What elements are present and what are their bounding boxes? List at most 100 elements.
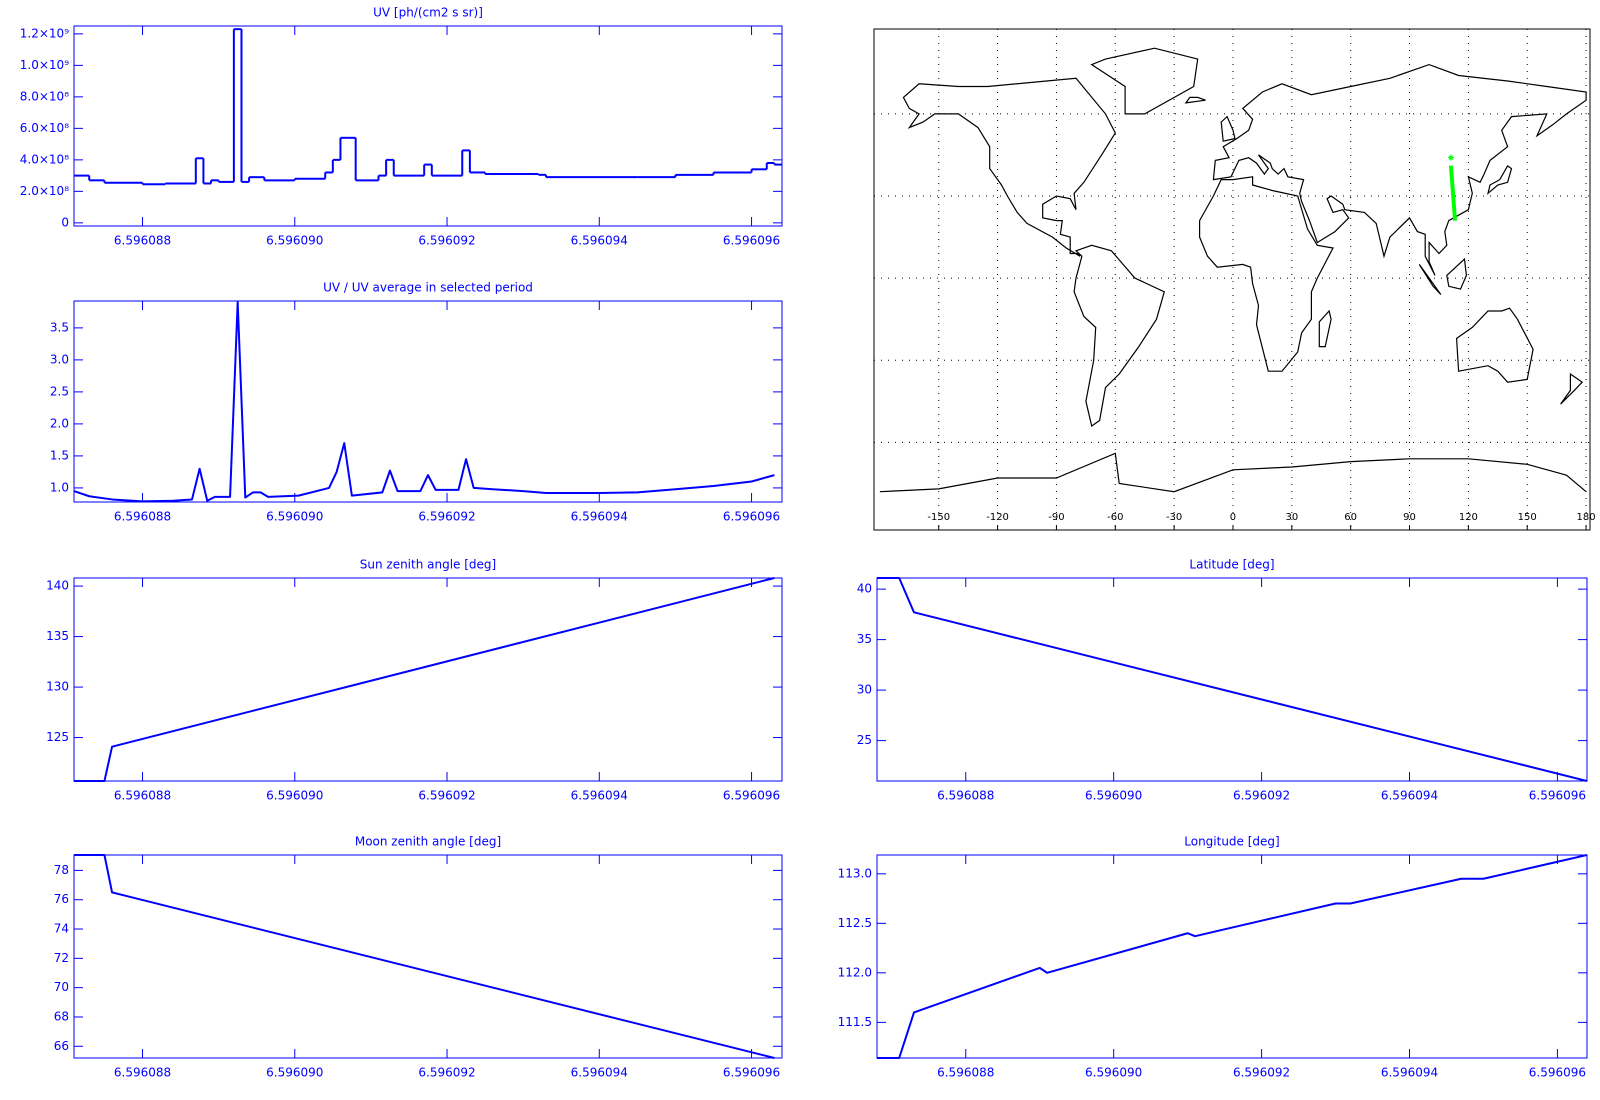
plot-frame	[876, 577, 1588, 782]
data-line	[877, 854, 1587, 1059]
coastline	[1090, 47, 1199, 115]
y-tick-label: 40	[857, 582, 872, 596]
line-chart: Sun zenith angle [deg] 6.596088 6.596090 6.…	[46, 558, 783, 803]
y-tick-label: 113.0	[838, 866, 872, 880]
coastline	[1455, 307, 1534, 383]
map-x-tick-label: 60	[1344, 512, 1357, 523]
x-tick-label: 6.596092	[418, 789, 475, 803]
x-tick-label: 6.596092	[418, 234, 475, 248]
x-tick-label: 6.596090	[1085, 1066, 1142, 1080]
world-map: -150 -120 -90 -60 -30 0 30 60 90 120 150 180	[873, 28, 1596, 531]
data-line	[74, 577, 775, 782]
y-tick-label: 4.0×10⁸	[20, 152, 69, 166]
y-tick-label: 35	[857, 632, 872, 646]
line-chart: Latitude [deg] 6.596088 6.596090 6.596092 6.…	[857, 558, 1588, 803]
coastline	[1220, 115, 1236, 142]
x-tick-label: 6.596090	[266, 510, 323, 524]
map-x-tick-label: -60	[1107, 512, 1123, 523]
x-tick-label: 6.596096	[723, 234, 780, 248]
plot-frame	[73, 577, 783, 782]
y-tick-label: 0	[61, 215, 69, 229]
line-chart: Longitude [deg] 6.596088 6.596090 6.596092 6…	[838, 835, 1588, 1080]
line-chart: Moon zenith angle [deg] 6.596088 6.596090 6…	[54, 835, 783, 1080]
map-x-tick-label: -30	[1166, 512, 1182, 523]
map-x-tick-label: 180	[1577, 512, 1596, 523]
map-x-tick-label: 90	[1403, 512, 1416, 523]
map-x-tick-label: -150	[927, 512, 950, 523]
y-tick-label: 1.0×10⁹	[20, 58, 69, 72]
y-tick-label: 1.0	[50, 480, 69, 494]
line-chart: UV / UV average in selected period 6.5960…	[50, 281, 783, 524]
x-tick-label: 6.596088	[114, 789, 171, 803]
y-tick-label: 72	[54, 951, 69, 965]
y-tick-label: 76	[54, 892, 69, 906]
y-tick-label: 112.5	[838, 916, 872, 930]
x-tick-label: 6.596088	[114, 234, 171, 248]
x-tick-label: 6.596092	[418, 510, 475, 524]
x-tick-label: 6.596088	[937, 789, 994, 803]
coastline	[1212, 63, 1587, 276]
x-tick-label: 6.596094	[571, 1066, 628, 1080]
map-x-tick-label: 150	[1518, 512, 1537, 523]
x-tick-label: 6.596094	[1381, 1066, 1438, 1080]
x-tick-label: 6.596094	[1381, 789, 1438, 803]
x-tick-label: 6.596096	[723, 510, 780, 524]
satellite-track	[1448, 165, 1458, 221]
y-tick-label: 1.5	[50, 448, 69, 462]
y-tick-label: 1.2×10⁹	[20, 26, 69, 40]
x-tick-label: 6.596094	[571, 789, 628, 803]
coastline	[1486, 165, 1513, 195]
y-tick-label: 6.0×10⁸	[20, 121, 69, 135]
x-tick-label: 6.596092	[418, 1066, 475, 1080]
chart-title: Longitude [deg]	[1184, 835, 1279, 849]
chart-title: Sun zenith angle [deg]	[360, 558, 496, 572]
x-tick-label: 6.596090	[266, 1066, 323, 1080]
x-tick-label: 6.596096	[1529, 789, 1586, 803]
track-start	[1447, 154, 1454, 161]
x-tick-label: 6.596094	[571, 510, 628, 524]
x-tick-label: 6.596088	[114, 1066, 171, 1080]
y-tick-label: 111.5	[838, 1015, 872, 1029]
coastline	[879, 452, 1587, 493]
plot-frame	[73, 854, 783, 1059]
y-tick-label: 112.0	[838, 965, 872, 979]
y-tick-label: 2.0	[50, 416, 69, 430]
chart-title: Moon zenith angle [deg]	[355, 835, 501, 849]
chart-title: UV [ph/(cm2 s sr)]	[373, 6, 483, 20]
coastline	[1198, 176, 1334, 372]
y-tick-label: 70	[54, 980, 69, 994]
y-tick-label: 130	[46, 680, 69, 694]
coastline	[1318, 309, 1332, 348]
y-tick-label: 25	[857, 733, 872, 747]
x-tick-label: 6.596090	[1085, 789, 1142, 803]
map-x-tick-label: 120	[1459, 512, 1478, 523]
x-tick-label: 6.596096	[723, 1066, 780, 1080]
x-tick-label: 6.596094	[571, 234, 628, 248]
y-tick-label: 2.0×10⁸	[20, 184, 69, 198]
track-start-stroke	[1448, 155, 1454, 160]
y-tick-label: 8.0×10⁸	[20, 89, 69, 103]
y-tick-label: 3.0	[50, 352, 69, 366]
data-line	[877, 577, 1587, 782]
data-line	[74, 301, 775, 503]
map-frame	[873, 28, 1591, 531]
x-tick-label: 6.596092	[1233, 789, 1290, 803]
y-tick-label: 140	[46, 579, 69, 593]
map-x-tick-label: 30	[1285, 512, 1298, 523]
y-tick-label: 74	[54, 922, 69, 936]
x-tick-label: 6.596096	[1529, 1066, 1586, 1080]
plot-frame	[73, 300, 783, 503]
map-x-tick-label: -90	[1048, 512, 1064, 523]
coastline	[1184, 96, 1206, 104]
y-tick-label: 30	[857, 683, 872, 697]
data-line	[74, 854, 775, 1059]
x-tick-label: 6.596088	[937, 1066, 994, 1080]
y-tick-label: 78	[54, 863, 69, 877]
map-x-tick-label: 0	[1230, 512, 1236, 523]
x-tick-label: 6.596096	[723, 789, 780, 803]
x-tick-label: 6.596088	[114, 510, 171, 524]
x-tick-label: 6.596090	[266, 789, 323, 803]
y-tick-label: 3.5	[50, 320, 69, 334]
